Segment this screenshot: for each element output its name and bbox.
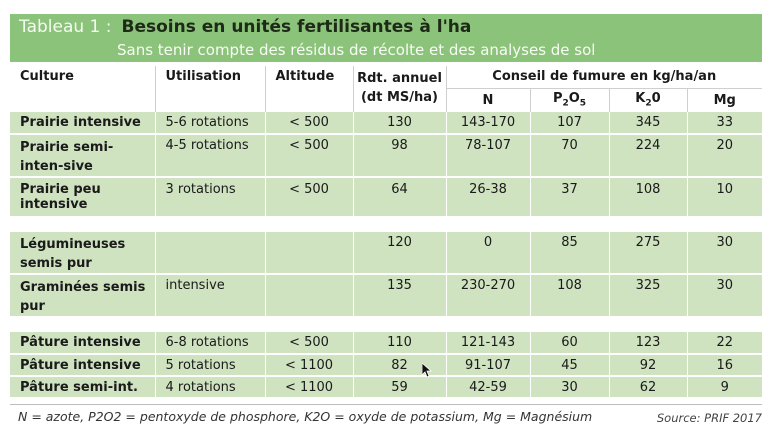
table-row: Pâture intensive 6-8 rotations < 500 110… bbox=[10, 332, 762, 355]
cell-rdt: 82 bbox=[353, 354, 447, 377]
cell-rdt: 135 bbox=[353, 274, 447, 318]
cell-p: 37 bbox=[530, 177, 610, 218]
cell-culture: Prairie semi-inten-sive bbox=[10, 134, 156, 178]
cell-rdt: 110 bbox=[353, 332, 447, 355]
cell-altitude bbox=[265, 232, 354, 275]
table-row: Pâture intensive 5 rotations < 1100 82 9… bbox=[10, 354, 762, 377]
cell-p: 107 bbox=[530, 112, 610, 135]
col-mg: Mg bbox=[713, 92, 736, 108]
table-subtitle: Sans tenir compte des résidus de récolte… bbox=[117, 41, 596, 59]
cell-p: 45 bbox=[530, 354, 610, 377]
col-rdt: Rdt. annuel (dt MS/ha) bbox=[353, 66, 447, 112]
table-row: Prairie intensive 5-6 rotations < 500 13… bbox=[10, 112, 762, 135]
cell-mg: 33 bbox=[687, 112, 762, 135]
cell-n: 121-143 bbox=[446, 332, 531, 355]
cell-culture: Graminées semis pur bbox=[10, 274, 156, 318]
cell-utilisation bbox=[155, 232, 266, 275]
title-banner: Tableau 1 : Besoins en unités fertilisant… bbox=[10, 14, 762, 62]
cell-k: 123 bbox=[609, 332, 688, 355]
cell-mg: 22 bbox=[687, 332, 762, 355]
table-row: Légumineuses semis pur 120 0 85 275 30 bbox=[10, 232, 762, 275]
col-rdt-line1: Rdt. annuel bbox=[357, 71, 442, 86]
bottom-rule bbox=[10, 404, 762, 405]
cell-p: 70 bbox=[530, 134, 610, 178]
source-note: Source: PRIF 2017 bbox=[656, 411, 762, 425]
cell-utilisation: 4-5 rotations bbox=[155, 134, 266, 178]
cell-p: 60 bbox=[530, 332, 610, 355]
cell-rdt: 130 bbox=[353, 112, 447, 135]
table-row: Prairie peu intensive 3 rotations < 500 … bbox=[10, 177, 762, 218]
cell-k: 62 bbox=[609, 376, 688, 399]
cell-culture: Pâture semi-int. bbox=[10, 376, 156, 399]
cell-altitude: < 1100 bbox=[265, 376, 354, 399]
col-n: N bbox=[446, 88, 531, 112]
cell-k: 345 bbox=[609, 112, 688, 135]
cell-altitude: < 1100 bbox=[265, 354, 354, 377]
cell-k: 92 bbox=[609, 354, 688, 377]
cell-culture: Prairie peu intensive bbox=[10, 177, 156, 218]
table-label: Tableau 1 : bbox=[19, 17, 112, 37]
col-k2o: K20 bbox=[609, 88, 688, 112]
table-title: Tableau 1 : Besoins en unités fertilisant… bbox=[19, 17, 471, 37]
cell-utilisation: 5-6 rotations bbox=[155, 112, 266, 135]
cell-k: 224 bbox=[609, 134, 688, 178]
cell-altitude: < 500 bbox=[265, 134, 354, 178]
col-rdt-line2: (dt MS/ha) bbox=[360, 90, 438, 105]
table-row: Graminées semis pur intensive 135 230-27… bbox=[10, 274, 762, 318]
cell-culture: Pâture intensive bbox=[10, 332, 156, 355]
cell-n: 91-107 bbox=[446, 354, 531, 377]
cell-n: 78-107 bbox=[446, 134, 531, 178]
cell-p: 30 bbox=[530, 376, 610, 399]
cell-rdt: 120 bbox=[353, 232, 447, 275]
cell-n: 42-59 bbox=[446, 376, 531, 399]
table-row: Prairie semi-inten-sive 4-5 rotations < … bbox=[10, 134, 762, 178]
cell-rdt: 59 bbox=[353, 376, 447, 399]
cell-mg: 16 bbox=[687, 354, 762, 377]
cell-rdt: 98 bbox=[353, 134, 447, 178]
cell-utilisation: intensive bbox=[155, 274, 266, 318]
cell-k: 275 bbox=[609, 232, 688, 275]
cell-utilisation: 5 rotations bbox=[155, 354, 266, 377]
cell-mg: 30 bbox=[687, 274, 762, 318]
cell-altitude: < 500 bbox=[265, 112, 354, 135]
cell-k: 325 bbox=[609, 274, 688, 318]
cell-p: 108 bbox=[530, 274, 610, 318]
cell-utilisation: 4 rotations bbox=[155, 376, 266, 399]
cell-mg: 30 bbox=[687, 232, 762, 275]
cell-culture: Pâture intensive bbox=[10, 354, 156, 377]
cell-n: 230-270 bbox=[446, 274, 531, 318]
cell-rdt: 64 bbox=[353, 177, 447, 218]
col-culture: Culture bbox=[10, 66, 156, 112]
col-utilisation: Utilisation bbox=[155, 66, 266, 112]
cell-altitude: < 500 bbox=[265, 332, 354, 355]
cell-k: 108 bbox=[609, 177, 688, 218]
cell-mg: 9 bbox=[687, 376, 762, 399]
fertilizer-table: Culture Utilisation Altitude Rdt. annuel… bbox=[10, 66, 762, 399]
cell-culture: Prairie intensive bbox=[10, 112, 156, 135]
cell-mg: 20 bbox=[687, 134, 762, 178]
cell-utilisation: 3 rotations bbox=[155, 177, 266, 218]
cell-altitude bbox=[265, 274, 354, 318]
cell-altitude: < 500 bbox=[265, 177, 354, 218]
cell-n: 0 bbox=[446, 232, 531, 275]
col-p2o5: P2O5 bbox=[530, 88, 610, 112]
cell-p: 85 bbox=[530, 232, 610, 275]
table-heading: Besoins en unités fertilisantes à l'ha bbox=[121, 17, 472, 37]
footnote: N = azote, P2O2 = pentoxyde de phosphore… bbox=[18, 409, 593, 424]
col-conseil: Conseil de fumure en kg/ha/an bbox=[446, 66, 762, 89]
cell-n: 143-170 bbox=[446, 112, 531, 135]
cell-culture: Légumineuses semis pur bbox=[10, 232, 156, 275]
mouse-cursor-icon bbox=[422, 363, 432, 378]
cell-utilisation: 6-8 rotations bbox=[155, 332, 266, 355]
col-altitude: Altitude bbox=[265, 66, 354, 112]
cell-mg: 10 bbox=[687, 177, 762, 218]
table-row: Pâture semi-int. 4 rotations < 1100 59 4… bbox=[10, 376, 762, 399]
cell-n: 26-38 bbox=[446, 177, 531, 218]
